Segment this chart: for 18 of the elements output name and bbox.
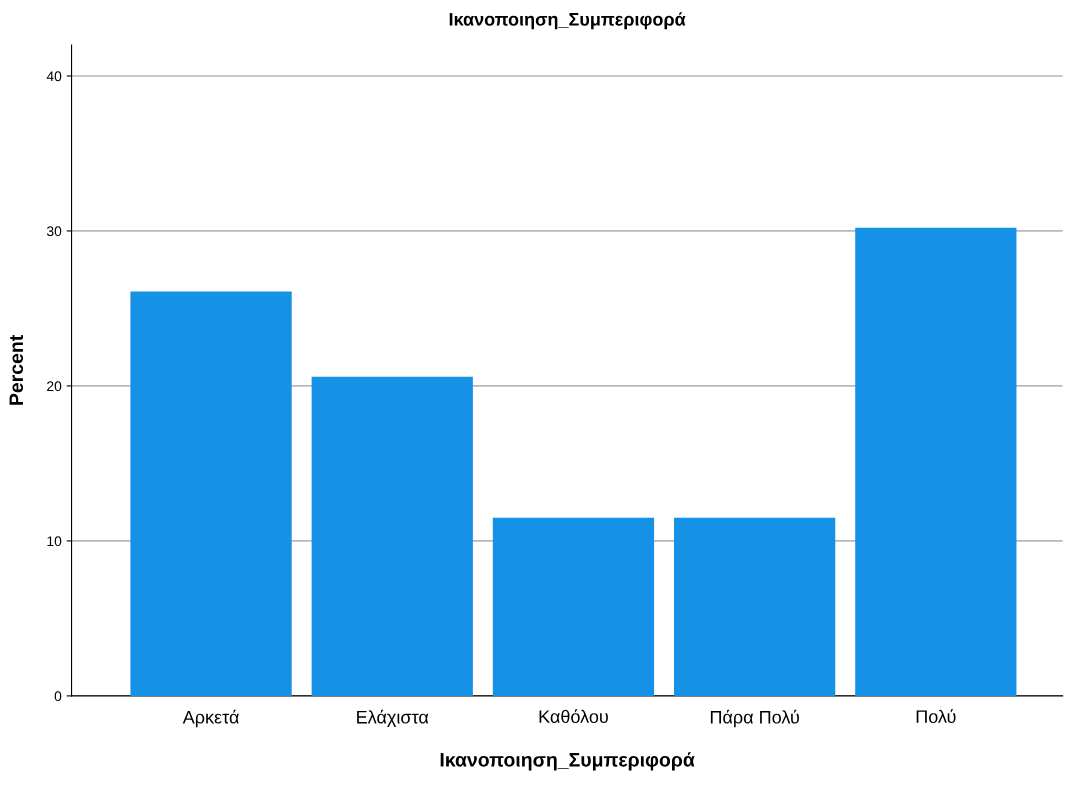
y-tick-label: 40: [46, 71, 62, 82]
chart-title: Ικανοποιηση_Συμπεριφορά: [449, 12, 686, 30]
bar: [130, 291, 292, 696]
x-tick-label: Ελάχιστα: [357, 709, 429, 728]
bar: [492, 517, 655, 696]
x-axis-title: Ικανοποιηση_Συμπεριφορά: [440, 752, 695, 771]
y-tick-label: 30: [46, 226, 62, 237]
x-tick-label: Πολύ: [916, 709, 956, 724]
y-tick-label: 10: [47, 536, 62, 547]
x-tick-label: Πάρα Πολύ: [710, 709, 799, 728]
y-axis-title: Percent: [9, 335, 24, 405]
bar: [855, 227, 1017, 696]
x-tick-label: Καθόλου: [539, 709, 608, 724]
x-tick-label: Αρκετά: [182, 709, 239, 728]
y-tick-label: 0: [54, 691, 62, 702]
bar: [674, 517, 836, 696]
y-tick-label: 20: [47, 381, 62, 392]
bar: [311, 376, 473, 696]
